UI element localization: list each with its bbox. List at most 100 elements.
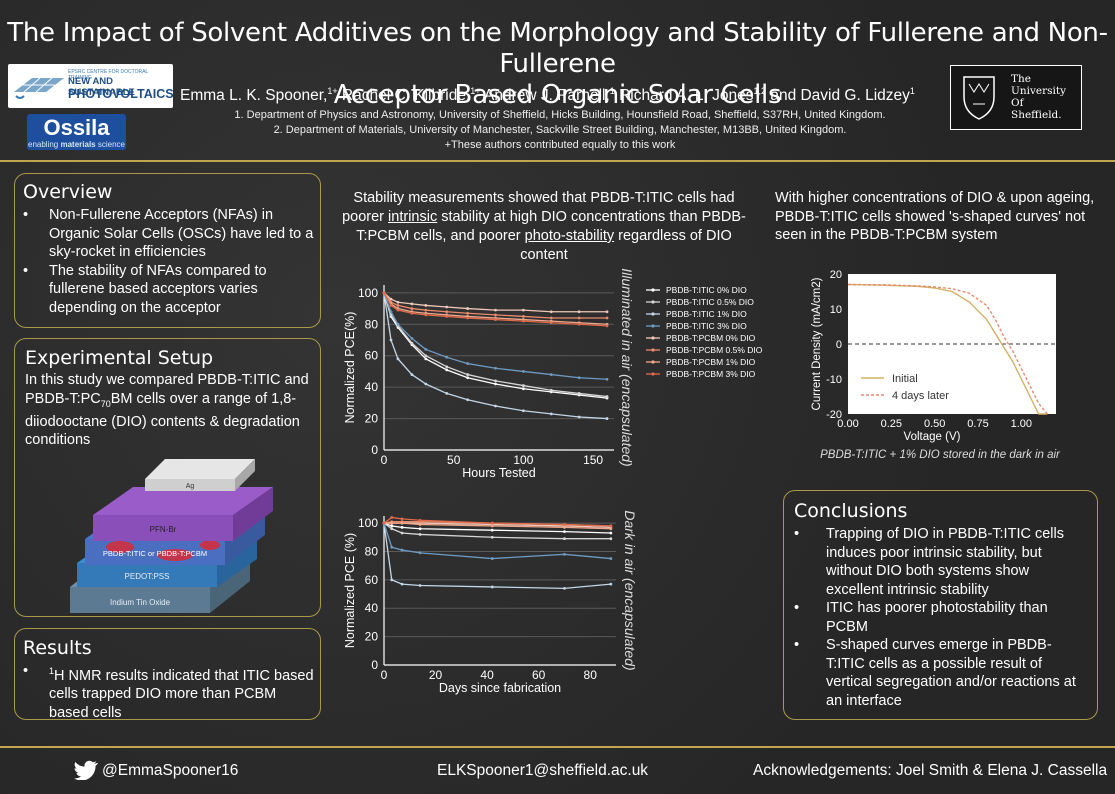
legend-marker [651,360,655,364]
pedot-label: PEDOT:PSS [125,572,170,581]
data-point [445,368,449,372]
results-list: 1H NMR results indicated that ITIC based… [17,662,315,722]
pfn-layer [93,515,233,541]
data-point [563,525,566,529]
data-point [418,551,422,555]
y-tick-label: 40 [365,380,379,394]
x-tick-label: 0 [381,668,388,682]
data-point [521,315,525,318]
data-point [490,585,494,589]
active-label: PBDB-T:ITIC or PBDB-T:PCBM [103,549,207,558]
data-point [494,379,497,383]
y-tick-label: 80 [365,544,379,558]
data-point [609,537,613,541]
data-point [410,302,414,306]
pedot-layer [77,563,217,587]
device-stack-diagram: Ag PFN-Br PBDB-T:ITIC or PBDB-T:PCBM PED… [70,459,273,613]
data-point [418,533,422,536]
data-point [494,404,497,408]
university-logo: The University Of Sheffield. [950,65,1082,130]
data-point [389,304,393,307]
list-item: The stability of NFAs compared to fuller… [17,262,315,318]
data-point [445,305,449,309]
data-point [490,524,494,528]
conclusions-heading: Conclusions [794,500,908,522]
data-point [445,365,449,369]
data-point [390,578,394,582]
data-point [418,523,422,526]
y-tick-label: 20 [830,269,842,281]
data-point [396,308,400,312]
data-point [490,557,494,560]
x-axis-label: Voltage (V) [904,431,961,443]
data-point [490,521,494,525]
data-point [466,362,470,365]
y-tick-label: 20 [365,630,379,644]
twitter-icon [74,760,98,780]
data-point [605,310,609,314]
data-point [410,341,414,345]
data-point [563,530,566,534]
y-tick-label: 0 [836,339,842,351]
legend-entry: PBDB-T:ITIC 0.5% DIO [666,297,754,307]
data-point [389,310,393,314]
series-line [383,292,608,327]
list-item: Trapping of DIO in PBDB-T:ITIC cells ind… [788,525,1088,599]
data-point [418,584,422,587]
y-tick-label: 60 [365,349,379,363]
y-axis-label: Normalized PCE(%) [343,312,357,424]
data-point [609,582,613,586]
legend-marker [651,348,655,352]
data-point [494,318,497,321]
ito-label: Indium Tin Oxide [110,598,171,607]
data-point [396,322,400,326]
ossila-logo: Ossila enabling materials science [27,114,126,150]
data-point [445,355,449,359]
data-point [466,398,470,402]
legend-entry: PBDB-T:ITIC 3% DIO [666,321,747,331]
data-point [605,324,609,328]
results-heading: Results [23,637,92,659]
legend-marker [651,372,655,376]
overview-heading: Overview [23,181,113,203]
dark-stability-chart: 0 20 40 60 80 100 0 20 40 60 80 Days since fabricat… [343,510,638,695]
y-tick-label: 100 [358,516,378,530]
email-link[interactable]: ELKSpooner1@sheffield.ac.uk [437,762,649,779]
data-point [445,392,449,395]
y-tick-label: 0 [371,443,378,457]
data-point [609,531,613,535]
data-point [410,337,414,340]
series-line [847,283,1048,415]
ag-label: Ag [186,483,195,490]
solar-panel-icon [14,77,64,99]
y-tick-label: -20 [826,409,842,421]
data-point [521,308,525,312]
data-point [577,310,581,314]
legend-entry: PBDB-T:PCBM 0.5% DIO [666,345,763,355]
legend-marker [651,336,655,340]
data-point [549,321,553,325]
data-point [424,357,428,361]
data-point [424,348,428,351]
x-tick-label: 20 [429,668,443,682]
y-axis-label: Current Density (mA/cm2) [811,277,823,410]
data-point [549,373,553,376]
data-point [577,322,581,326]
ag-layer [145,479,235,491]
x-tick-label: 50 [447,453,461,467]
legend-entry: PBDB-T:ITIC 1% DIO [666,309,747,319]
data-point [605,377,609,381]
conclusions-box: Conclusions Trapping of DIO in PBDB-T:IT… [783,490,1098,720]
twitter-handle[interactable]: @EmmaSpooner16 [102,762,239,779]
list-item: 1H NMR results indicated that ITIC based… [17,662,315,722]
data-point [609,524,613,528]
conclusions-list: Trapping of DIO in PBDB-T:ITIC cells ind… [788,525,1088,710]
data-point [418,527,422,531]
data-point [494,313,497,317]
overview-box: Overview Non-Fullerene Acceptors (NFAs) … [14,173,321,328]
affiliations: 1. Department of Physics and Astronomy, … [234,109,886,151]
data-point [400,521,404,525]
jv-curve-chart: -20 -10 0 10 20 0.00 0.25 0.50 0.75 1.00 Voltage (… [811,269,1056,443]
data-point [400,548,404,552]
data-point [521,387,525,391]
